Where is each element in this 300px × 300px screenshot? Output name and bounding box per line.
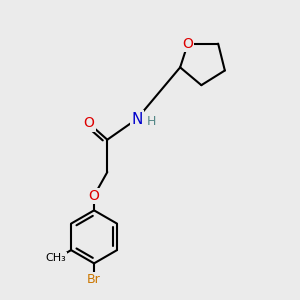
Text: O: O (182, 37, 193, 51)
Text: H: H (147, 115, 156, 128)
Text: CH₃: CH₃ (45, 253, 66, 263)
Text: Br: Br (87, 273, 101, 286)
Text: N: N (131, 112, 142, 127)
Text: O: O (88, 189, 100, 202)
Text: O: O (84, 116, 94, 130)
